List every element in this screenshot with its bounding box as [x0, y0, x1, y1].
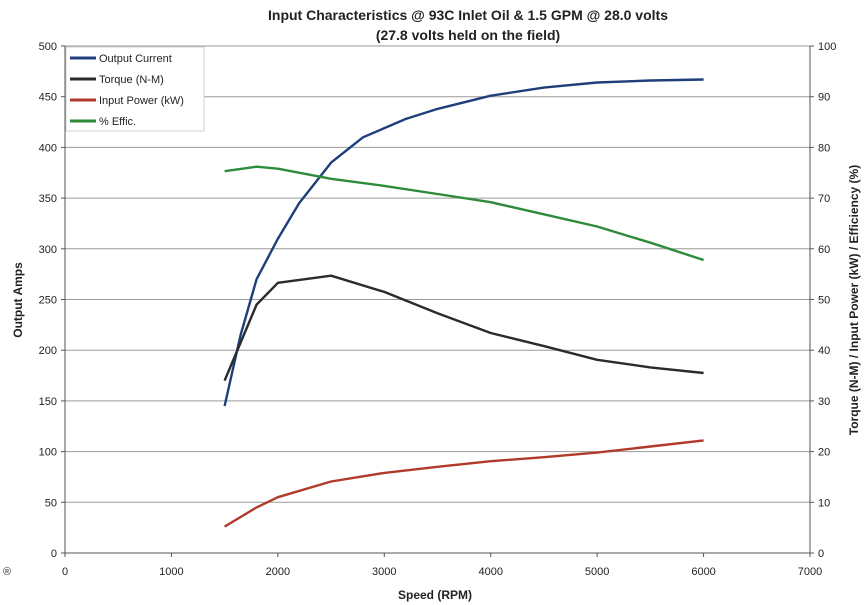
y-tick-label-right: 10	[818, 497, 830, 509]
y-tick-label-left: 450	[39, 92, 57, 104]
y-tick-label-left: 400	[39, 142, 57, 154]
y-tick-label-right: 60	[818, 244, 830, 256]
legend-label: Input Power (kW)	[99, 95, 184, 107]
series-line-input-power-kw	[223, 439, 704, 528]
series-line-effic	[224, 165, 704, 262]
y-tick-label-left: 100	[39, 447, 57, 459]
y-tick-label-right: 80	[818, 142, 830, 154]
series-line-torque-n-m	[223, 274, 704, 382]
x-tick-label: 3000	[372, 566, 396, 578]
y-tick-label-right: 70	[818, 193, 830, 205]
y-tick-label-left: 500	[39, 41, 57, 53]
tick-labels: 0501001502002503003504004505000102030405…	[39, 41, 837, 578]
y-tick-label-left: 0	[51, 548, 57, 560]
y-tick-label-left: 250	[39, 295, 57, 307]
y-tick-label-left: 50	[45, 497, 57, 509]
y-tick-label-left: 150	[39, 396, 57, 408]
series-lines	[223, 78, 704, 528]
x-tick-label: 0	[62, 566, 68, 578]
legend: Output Current Torque (N-M) Input Power (k…	[65, 46, 205, 132]
y-tick-label-left: 350	[39, 193, 57, 205]
y-tick-label-right: 90	[818, 92, 830, 104]
series-line-output-current	[223, 78, 704, 407]
chart-subtitle: (27.8 volts held on the field)	[376, 27, 560, 43]
x-axis-label: Speed (RPM)	[398, 588, 472, 602]
x-tick-label: 2000	[266, 566, 290, 578]
y-tick-label-right: 100	[818, 41, 836, 53]
y-tick-label-right: 20	[818, 447, 830, 459]
y-tick-label-left: 300	[39, 244, 57, 256]
x-tick-label: 5000	[585, 566, 609, 578]
y-tick-label-left: 200	[39, 345, 57, 357]
y-tick-label-right: 50	[818, 295, 830, 307]
grid	[65, 45, 810, 503]
legend-label: Output Current	[99, 53, 172, 65]
x-tick-label: 1000	[159, 566, 183, 578]
legend-label: % Effic.	[99, 116, 136, 128]
y-axis-label-left: Output Amps	[11, 262, 25, 338]
x-tick-label: 7000	[798, 566, 822, 578]
y-tick-label-right: 30	[818, 396, 830, 408]
legend-box	[65, 46, 205, 132]
axes	[61, 45, 814, 557]
y-axis-label-right: Torque (N-M) / Input Power (kW) / Effici…	[847, 165, 861, 435]
y-tick-label-right: 40	[818, 345, 830, 357]
y-tick-label-right: 0	[818, 548, 824, 560]
x-tick-label: 4000	[478, 566, 502, 578]
chart-title: Input Characteristics @ 93C Inlet Oil & …	[268, 7, 668, 23]
legend-label: Torque (N-M)	[99, 74, 164, 86]
x-tick-label: 6000	[691, 566, 715, 578]
copyright-mark: ®	[3, 566, 12, 578]
